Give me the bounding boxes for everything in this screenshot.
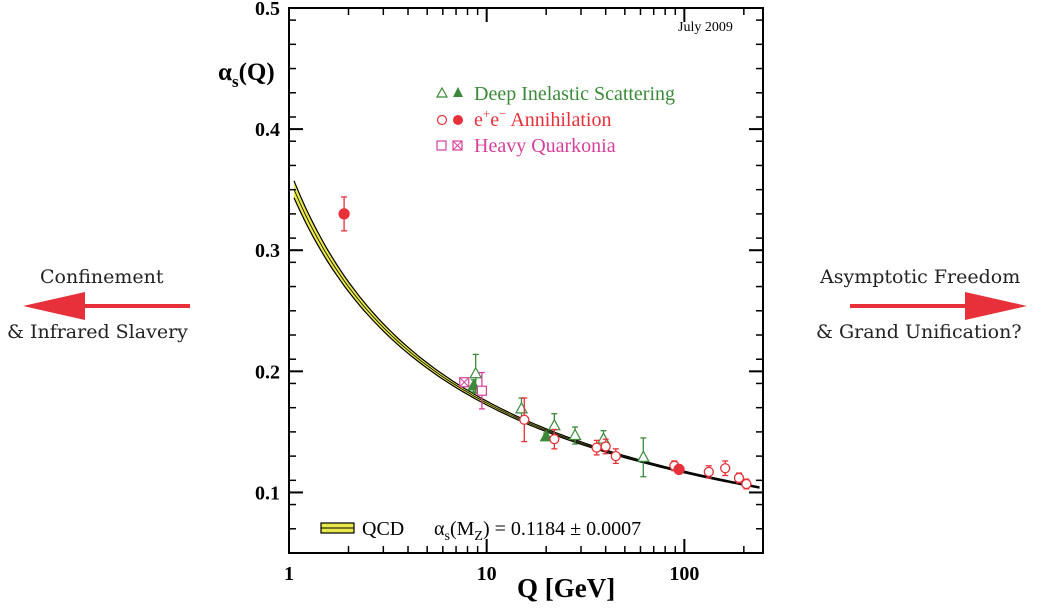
data-point [338, 196, 350, 232]
dis-open-marker [547, 418, 561, 431]
data-point [467, 378, 481, 393]
right-label-line1: Asymptotic Freedom [820, 266, 1021, 288]
data-point [720, 460, 731, 477]
dis-filled-marker [539, 429, 553, 442]
x-axis-title: Q [GeV] [517, 573, 615, 603]
date-label: July 2009 [678, 20, 733, 35]
data-point [476, 371, 488, 410]
legend-ee: e+e− Annihilation [436, 106, 611, 131]
qcd-band-lower [293, 197, 760, 489]
fit-result: αs(MZ) = 0.1184 ± 0.0007 [434, 518, 641, 544]
dis-filled-marker [467, 378, 481, 391]
y-tick-label: 0.5 [255, 0, 280, 20]
ee-filled-circle-icon [453, 115, 463, 125]
left-label-line1: Confinement [40, 266, 164, 288]
dis-open-marker [469, 366, 483, 379]
x-tick-label: 10 [477, 563, 497, 585]
ee-open-marker [733, 472, 745, 484]
qcd-band-upper [293, 180, 760, 488]
data-point [568, 426, 582, 445]
y-tick-label: 0.4 [255, 119, 280, 141]
hq-open-marker [476, 385, 488, 396]
data-points [338, 196, 752, 490]
right-arrow [850, 292, 1027, 320]
ee-open-marker [600, 441, 611, 452]
data-point [703, 465, 714, 479]
dis-open-marker [514, 401, 528, 414]
ee-open-marker [610, 450, 621, 462]
qcd-band-central [293, 189, 760, 488]
left-label-line2: & Infrared Slavery [7, 321, 188, 343]
data-point [636, 437, 650, 478]
axis-ticks: 1 10 100 0.1 0.2 0.3 0.4 0.5 [255, 0, 763, 585]
ee-filled-marker [338, 208, 350, 220]
hq-open-square-icon [436, 140, 447, 151]
ee-open-marker [591, 442, 602, 453]
left-arrow [23, 292, 190, 320]
hq-crossed-square-icon [452, 140, 463, 151]
legend-hq-label: Heavy Quarkonia [474, 135, 616, 157]
ee-open-marker [703, 466, 714, 478]
legend-ee-label: e+e− Annihilation [474, 106, 611, 131]
y-tick-label: 0.1 [255, 482, 280, 504]
legend-dis: Deep Inelastic Scattering [435, 83, 675, 105]
x-tick-label: 100 [669, 563, 699, 585]
dis-open-triangle-icon [435, 86, 449, 98]
ee-filled-marker [673, 463, 685, 476]
dis-open-marker [568, 428, 582, 441]
ee-open-marker [720, 463, 731, 474]
ee-open-marker [549, 434, 560, 445]
legend: Deep Inelastic Scattering e+e− Annihilat… [435, 83, 675, 157]
x-tick-label: 1 [284, 563, 294, 585]
y-tick-label: 0.2 [255, 361, 280, 383]
data-point [549, 428, 560, 450]
data-point [539, 429, 553, 442]
right-label-line2: & Grand Unification? [816, 321, 1022, 343]
qcd-label: QCD [362, 518, 404, 540]
data-point [600, 438, 611, 455]
qcd-legend: QCD αs(MZ) = 0.1184 ± 0.0007 [320, 518, 641, 544]
data-point [673, 463, 685, 476]
ee-open-marker [519, 414, 530, 425]
ee-open-marker [741, 478, 752, 490]
plot-frame [288, 7, 764, 554]
data-point [733, 472, 745, 484]
ee-open-circle-icon [436, 114, 448, 126]
dis-filled-triangle-icon [453, 87, 463, 97]
data-point [459, 377, 470, 388]
data-point [519, 397, 530, 443]
data-point [741, 478, 752, 490]
y-axis-title: αs(Q) [218, 59, 275, 91]
dis-open-marker [636, 450, 650, 462]
legend-hq: Heavy Quarkonia [436, 135, 616, 157]
legend-dis-label: Deep Inelastic Scattering [474, 83, 675, 105]
data-point [610, 448, 621, 465]
y-tick-label: 0.3 [255, 240, 280, 262]
